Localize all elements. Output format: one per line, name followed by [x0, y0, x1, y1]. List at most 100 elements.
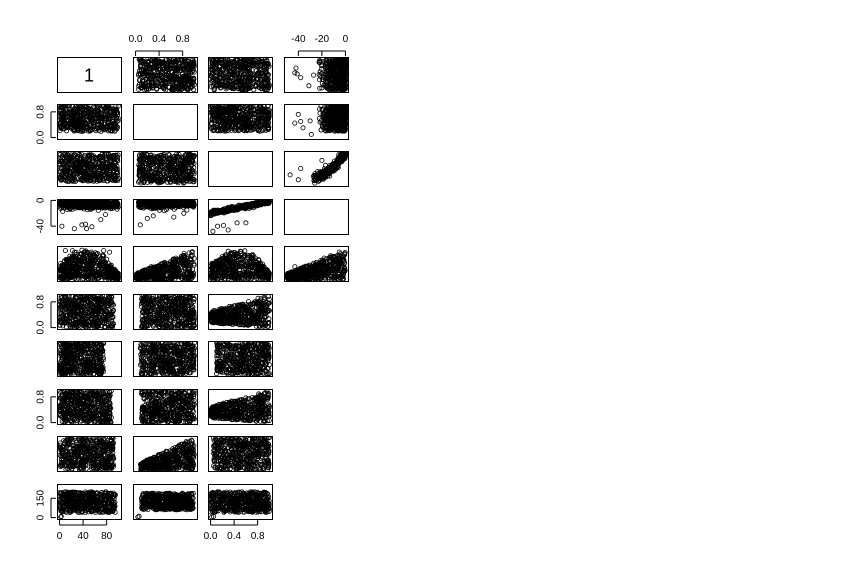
scatter-point [71, 178, 77, 184]
scatter-point [139, 78, 145, 84]
panel-points-r2-c1 [135, 151, 197, 186]
scatter-point [323, 106, 329, 112]
scatter-point [341, 82, 347, 88]
scatter-point [336, 60, 342, 66]
scatter-point [159, 78, 165, 84]
scatter-point [145, 82, 151, 88]
scatter-point [256, 108, 262, 114]
scatter-point [161, 85, 167, 91]
scatter-point [82, 153, 88, 159]
scatter-point [229, 69, 235, 75]
scatter-point [261, 80, 267, 86]
scatter-point [223, 86, 229, 92]
scatter-point [293, 65, 299, 71]
scatter-point [135, 179, 141, 185]
scatter-point [216, 105, 222, 111]
scatter-point [148, 153, 154, 159]
scatter-point [107, 162, 113, 168]
scatter-point [319, 85, 325, 91]
scatter-point [239, 64, 245, 70]
scatter-point [165, 176, 171, 182]
scatter-point [183, 57, 188, 62]
panel-points-r0-c3 [292, 57, 348, 92]
scatter-point [188, 64, 194, 70]
scatter-point [323, 128, 329, 134]
scatter-point [57, 176, 63, 182]
scatter-point [243, 87, 249, 92]
scatter-point [101, 178, 107, 184]
scatter-point [227, 79, 233, 85]
scatter-point [263, 66, 269, 72]
scatter-point [88, 161, 94, 167]
scatter-point [218, 127, 224, 133]
scatter-point [115, 154, 121, 160]
scatter-point [86, 175, 92, 181]
panel-points-r1-c2 [208, 104, 272, 134]
scatter-point [87, 177, 93, 183]
scatter-point [167, 166, 173, 172]
scatter-point [265, 120, 271, 126]
panel-points-r3-c1 [135, 199, 197, 228]
scatter-point [174, 75, 180, 81]
scatter-point [111, 118, 117, 124]
scatter-point [326, 77, 332, 83]
scatter-point [65, 114, 71, 120]
scatter-point [113, 160, 119, 166]
scatter-point [265, 115, 271, 121]
scatter-point [222, 62, 228, 68]
scatter-point [72, 109, 78, 115]
scatter-point [95, 108, 101, 114]
scatter-point [158, 160, 164, 166]
scatter-point [142, 155, 148, 161]
scatter-point [310, 173, 316, 179]
scatter-point [89, 158, 95, 164]
scatter-point [263, 70, 269, 76]
scatter-point [69, 166, 75, 172]
scatter-point [184, 171, 190, 177]
scatter-point [81, 113, 87, 119]
scatter-point [163, 165, 169, 171]
scatter-point [177, 68, 183, 74]
scatter-point [160, 156, 166, 162]
scatter-point [248, 105, 254, 111]
scatter-point [254, 108, 260, 114]
scatter-point [154, 86, 160, 92]
scatter-point [325, 122, 331, 128]
scatter-point [308, 131, 314, 137]
scatter-point [162, 79, 168, 85]
scatter-point [316, 58, 322, 64]
scatter-point [258, 62, 264, 68]
scatter-point [63, 105, 69, 111]
scatter-point [149, 159, 155, 165]
scatter-point [60, 104, 66, 110]
scatter-point [243, 118, 249, 124]
scatter-point [226, 116, 232, 122]
scatter-point [210, 68, 216, 74]
scatter-point [81, 111, 87, 117]
scatter-point [168, 87, 174, 92]
scatter-point [311, 172, 317, 178]
scatter-point [233, 118, 239, 124]
scatter-point [230, 60, 236, 66]
scatter-point [243, 62, 249, 68]
scatter-point [145, 65, 151, 71]
scatter-point [187, 178, 193, 184]
scatter-point [343, 151, 348, 152]
scatter-point [224, 106, 230, 112]
scatter-point [245, 111, 251, 117]
scatter-point [107, 109, 113, 115]
scatter-point [109, 118, 115, 124]
scatter-point [159, 63, 165, 69]
scatter-point [294, 71, 300, 77]
scatter-point [191, 69, 197, 75]
scatter-point [92, 105, 98, 111]
scatter-point [68, 157, 74, 163]
scatter-point [222, 116, 228, 122]
scatter-point [322, 169, 328, 175]
scatter-point [82, 120, 88, 126]
scatter-point [76, 152, 82, 158]
scatter-point [96, 154, 102, 160]
scatter-point [79, 167, 85, 173]
scatter-point [260, 108, 266, 114]
